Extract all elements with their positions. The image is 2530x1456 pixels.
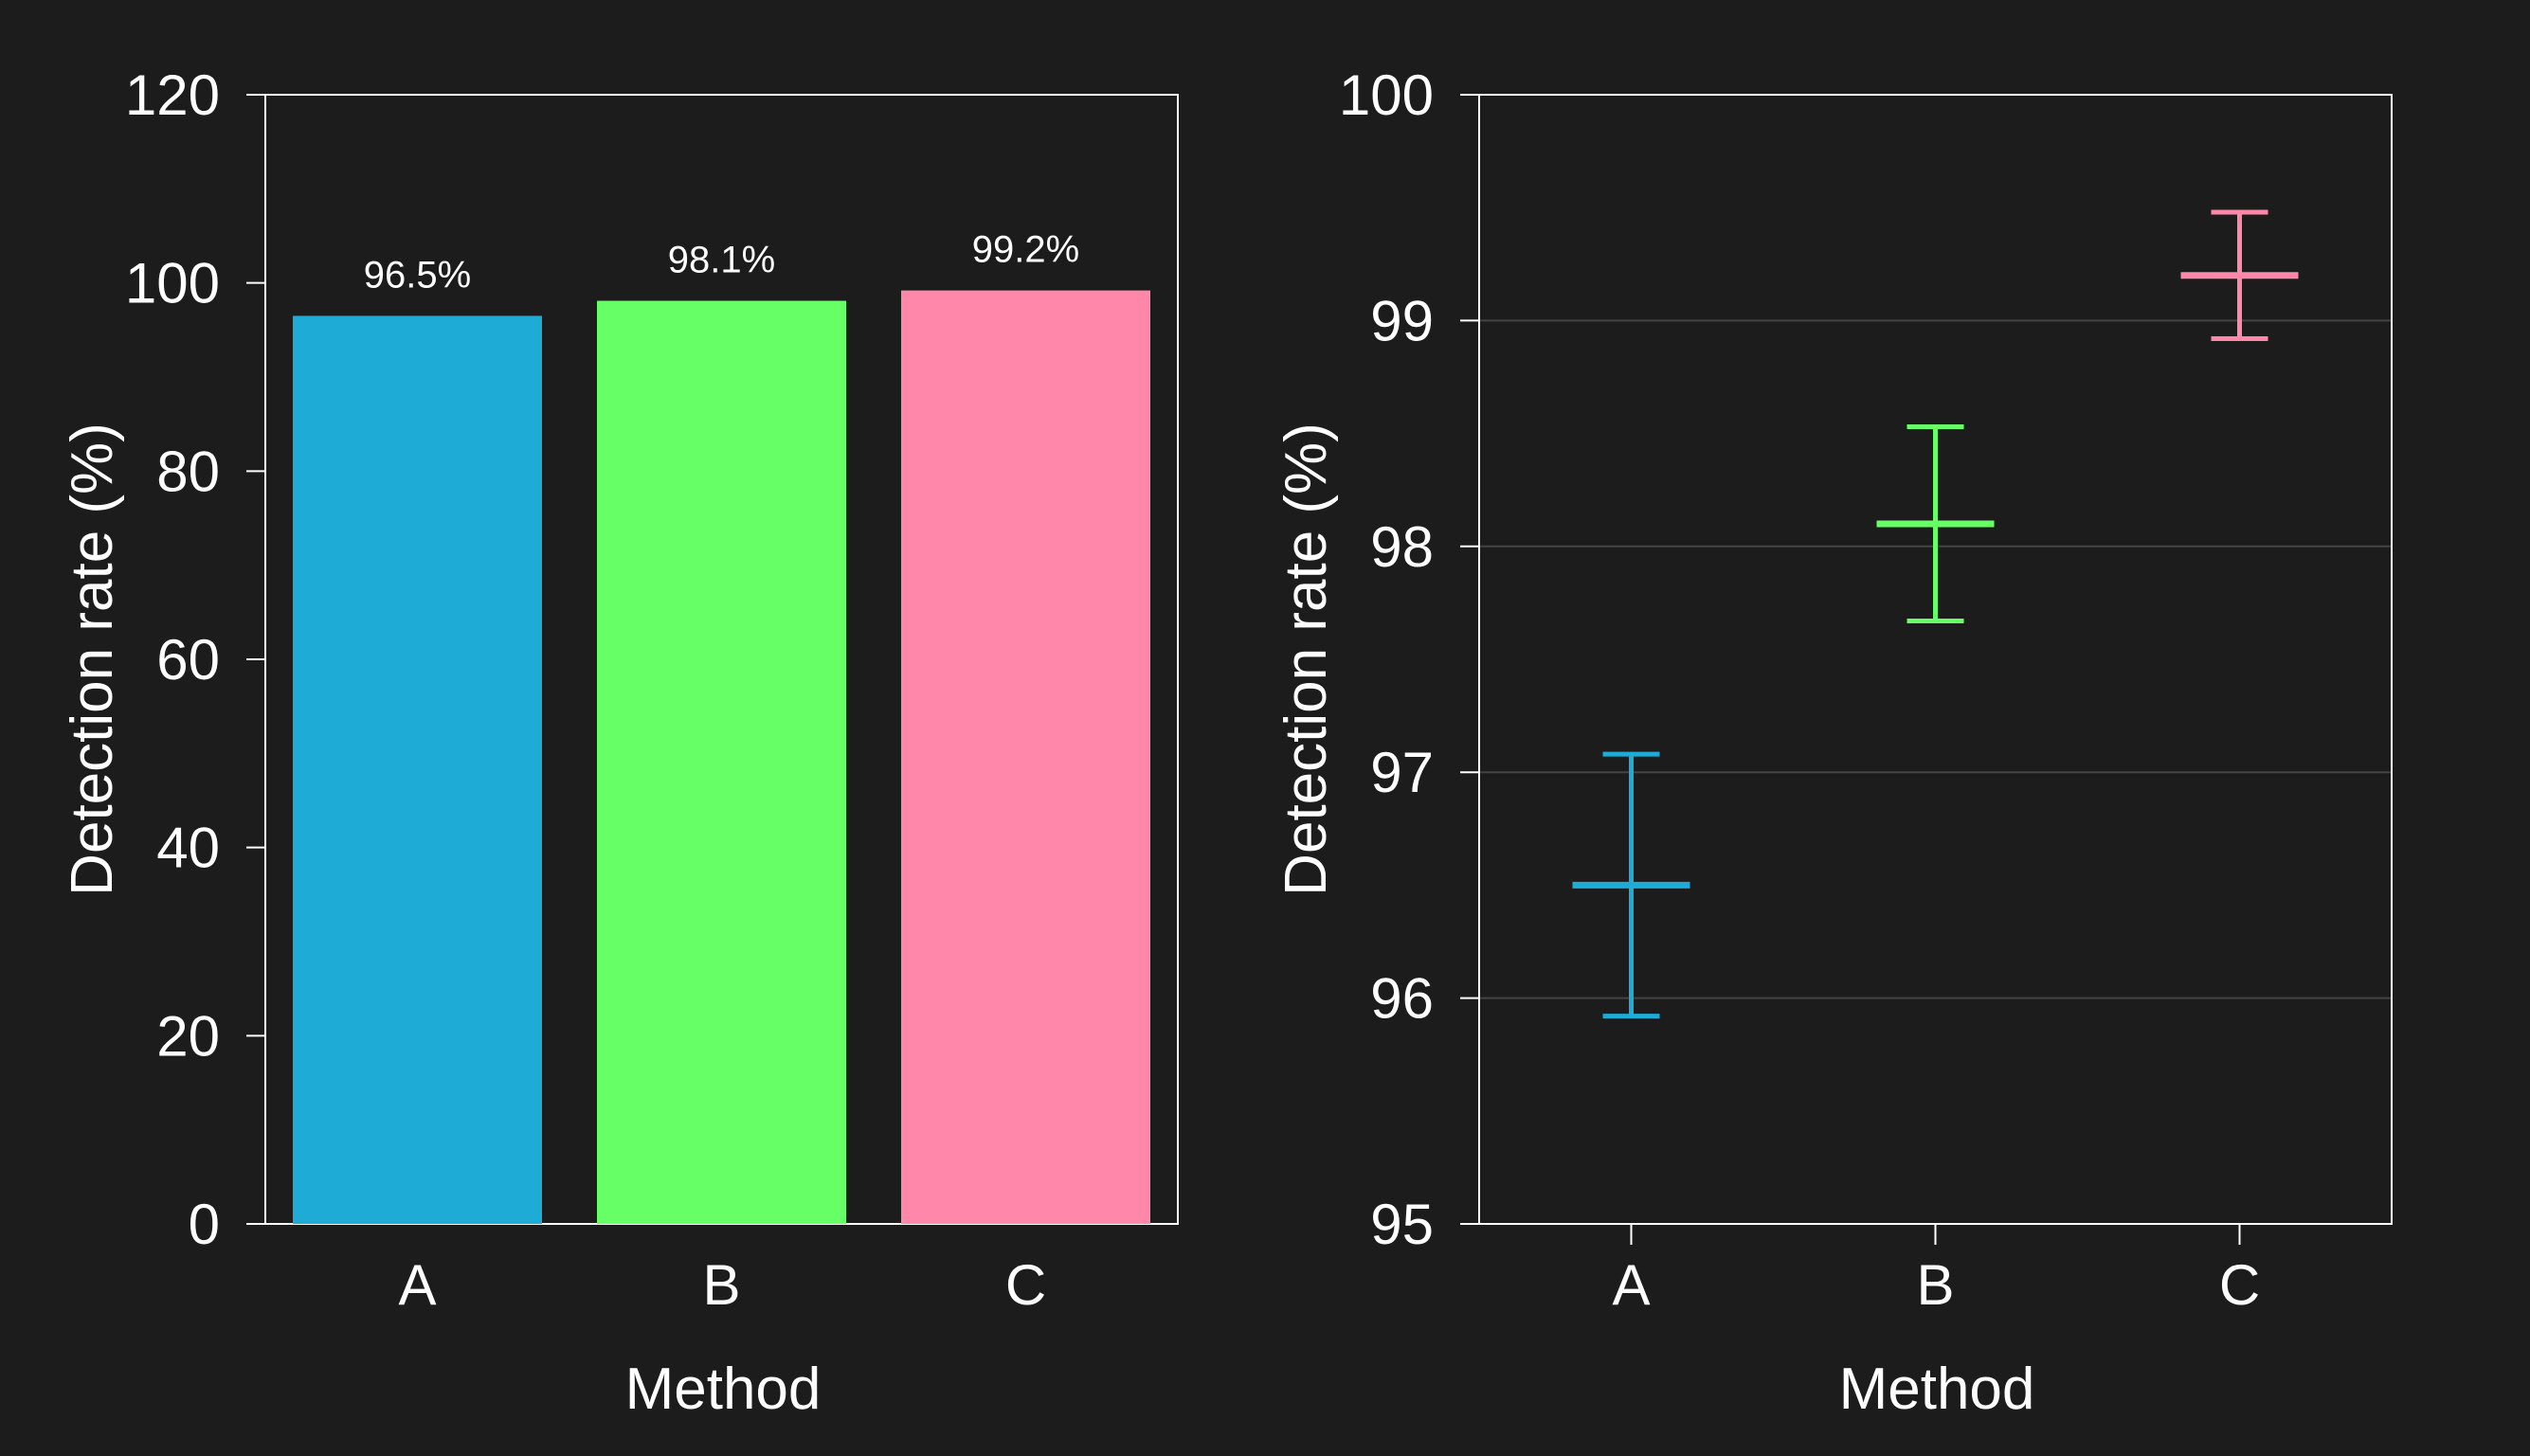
bar-a [293,315,542,1224]
errorbar-chart-x-axis-label: Method [1839,1357,2035,1422]
bar-chart-y-tick-label: 0 [189,1193,220,1256]
bar-chart-y-tick-label: 20 [156,1004,220,1068]
bar-chart-panel: Method Detection rate (%) 0 20 40 60 80 100 12… [60,63,1179,1422]
errorbar-chart-y-tick-label: 99 [1370,289,1434,352]
errorbar-chart-y-tick-label: 96 [1370,967,1434,1031]
bar-chart-y-tick-label: 40 [156,817,220,880]
bar-chart-y-tick-label: 60 [156,628,220,692]
bar-chart-y-tick-label: 100 [125,252,220,315]
bar-b [597,300,846,1224]
errorbar-chart-y-tick-label: 98 [1370,515,1434,579]
errorbar-chart-frame [1478,94,2393,1225]
bar-data-label: 98.1% [668,240,775,281]
bar-chart-y-axis-label: Detection rate (%) [60,422,125,896]
errorbar-chart-y-axis-label: Detection rate (%) [1274,422,1339,896]
bar-c [901,290,1150,1224]
bar-chart-x-axis-label: Method [625,1357,822,1422]
bar-chart-y-tick-label: 80 [156,440,220,503]
bar-chart-x-tick-label: A [398,1253,436,1317]
errorbar-chart-y-tick-label: 95 [1370,1193,1434,1256]
bar-chart-y-tick-label: 120 [125,63,220,127]
errorbar-chart-panel: Method Detection rate (%) 95 96 97 98 99 100 A… [1274,63,2393,1422]
bar-chart-x-tick-label: C [1005,1253,1046,1317]
bar-chart-x-tick-label: B [702,1253,740,1317]
errorbar-chart-x-tick-label: B [1916,1253,1954,1317]
errorbar-chart-x-tick-label: A [1612,1253,1650,1317]
errorbar-chart-x-tick-label: C [2219,1253,2260,1317]
bar-data-label: 99.2% [972,229,1079,271]
bar-data-label: 96.5% [364,254,471,296]
errorbar-chart-y-tick-label: 100 [1339,63,1434,127]
errorbar-chart-y-tick-label: 97 [1370,741,1434,804]
